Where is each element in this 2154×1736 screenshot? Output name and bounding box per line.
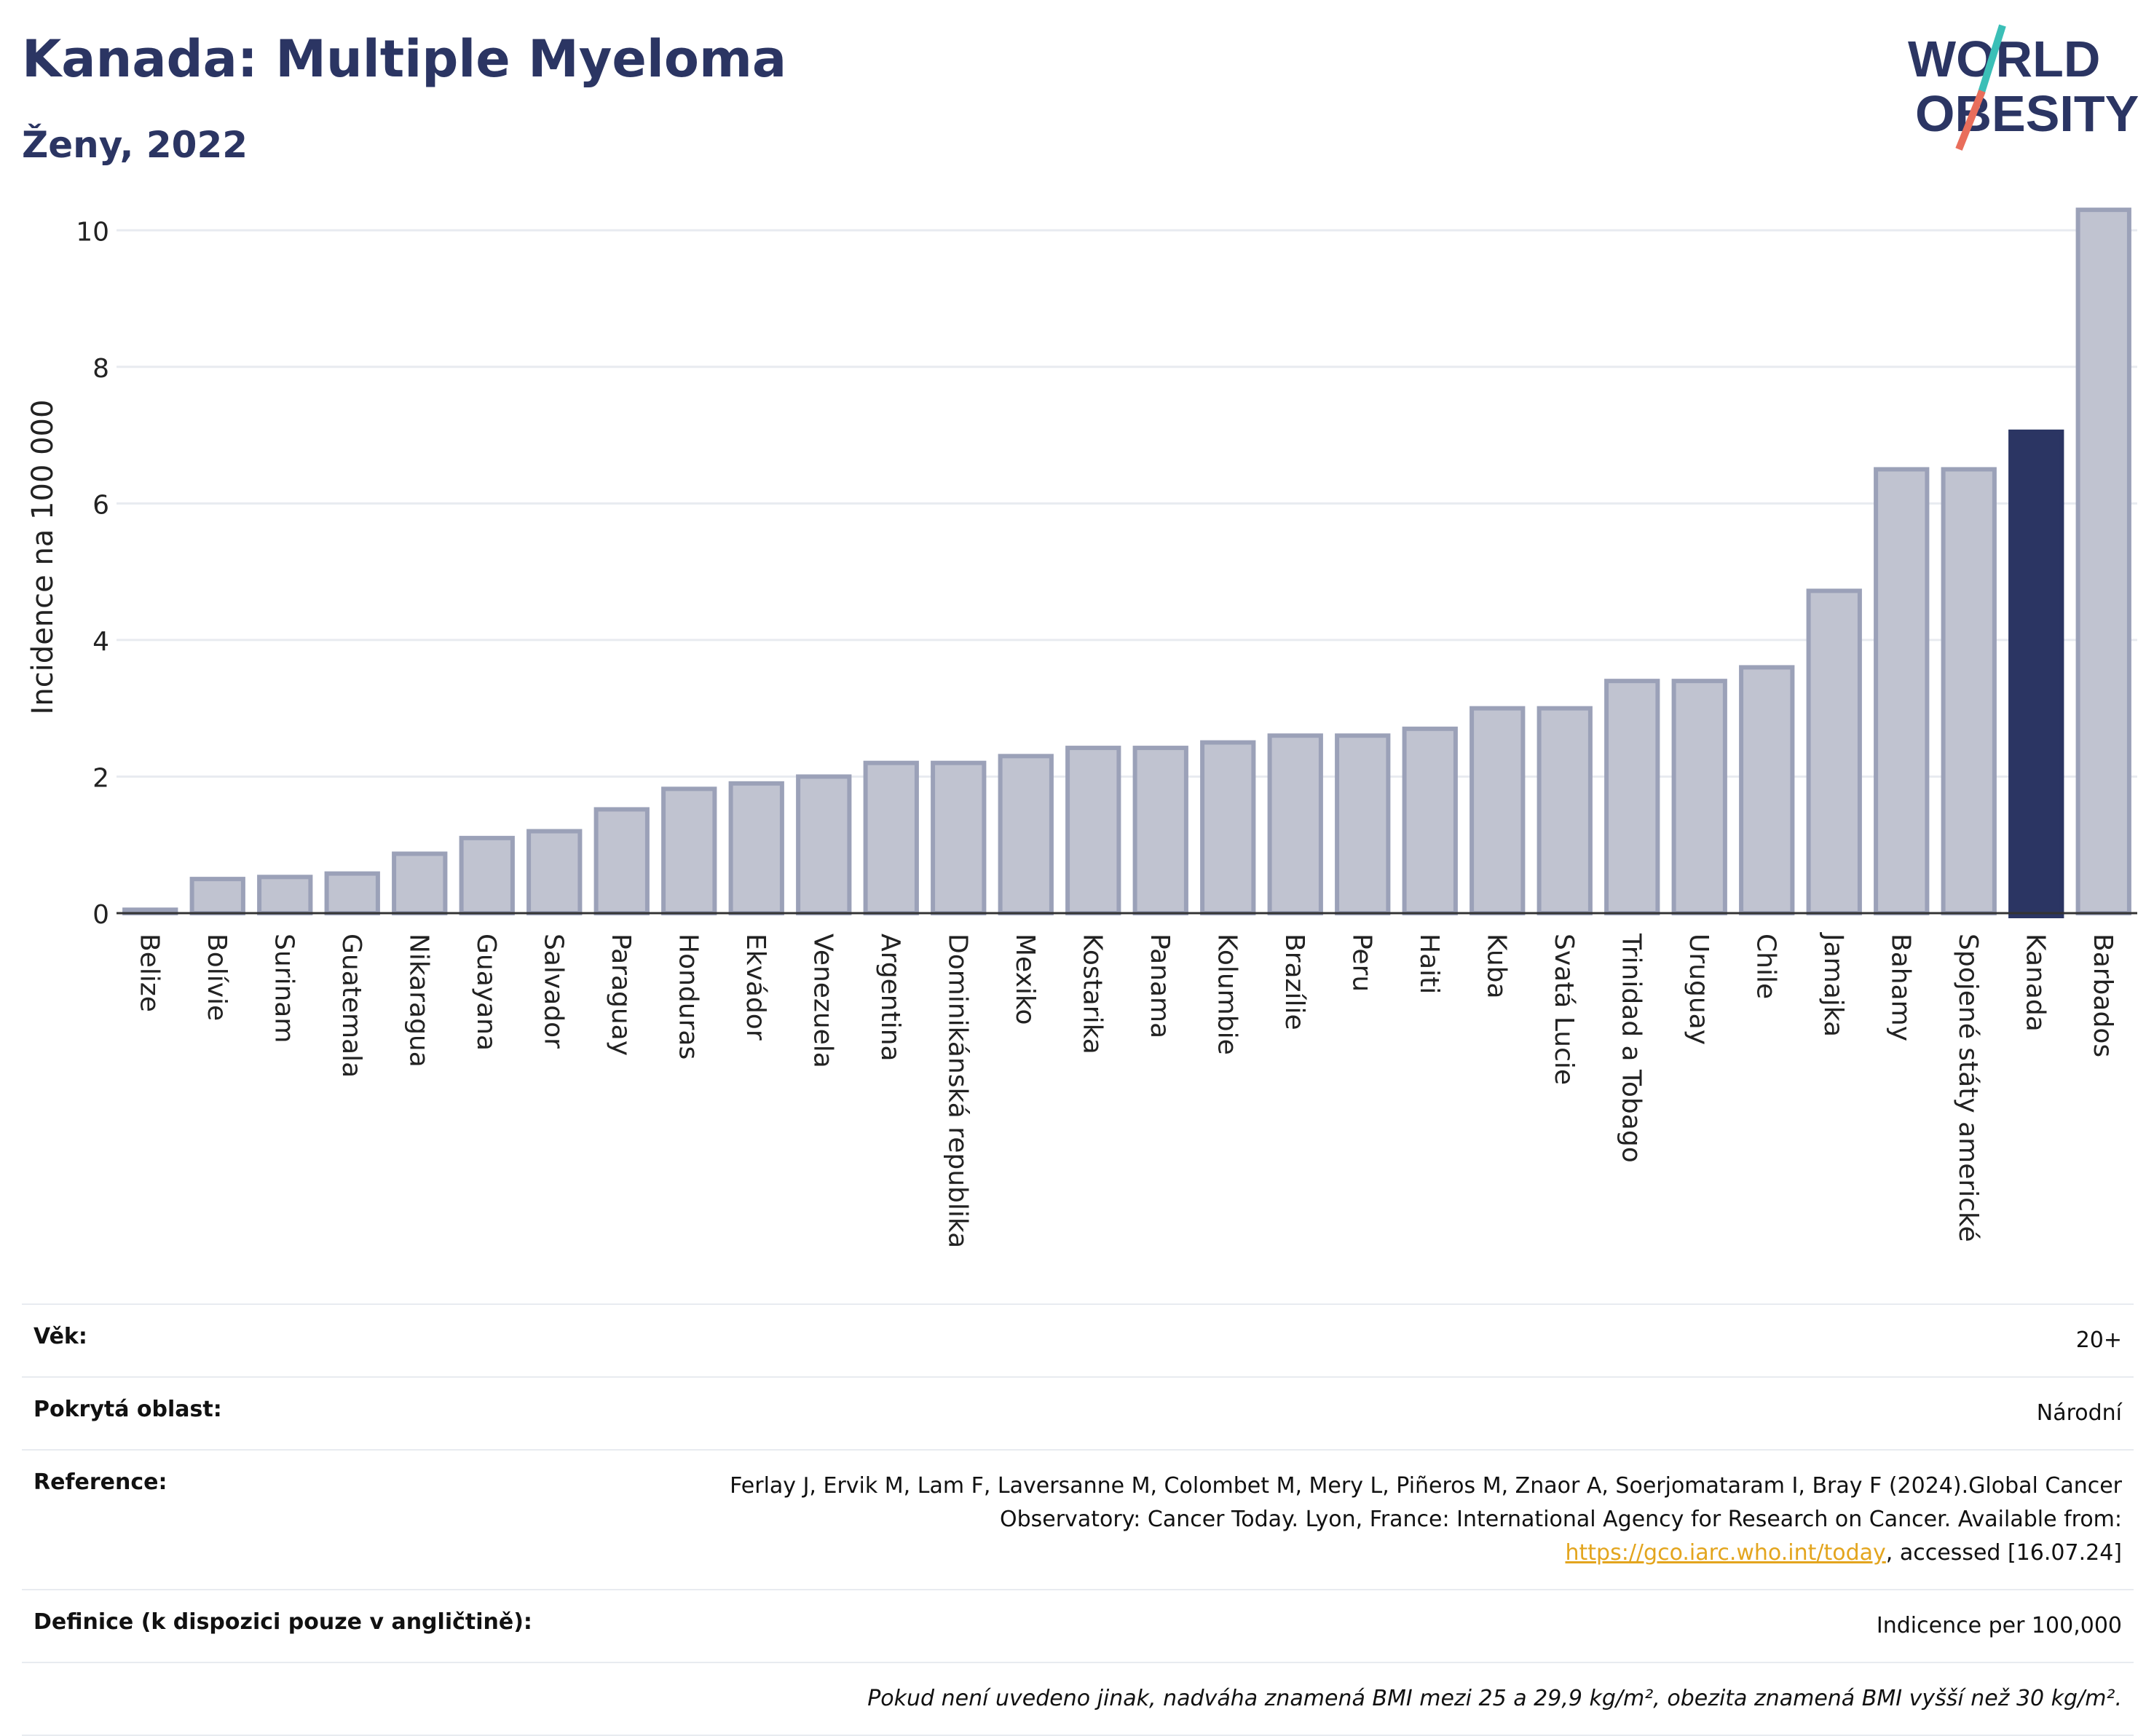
info-table: Věk: 20+ Pokrytá oblast: Národní Referen… [22,1303,2134,1736]
y-axis-label: Incidence na 100 000 [26,400,60,715]
x-tick-label: Uruguay [1684,934,1713,1045]
bar-honduras [661,786,717,915]
bar-surinam [257,875,313,916]
x-tick-label: Spojené státy americké [1953,934,1983,1242]
x-tick-label: Panama [1145,934,1175,1038]
reference-value: Ferlay J, Ervik M, Lam F, Laversanne M, … [701,1449,2134,1590]
x-tick-label: Trinidad a Tobago [1616,933,1646,1163]
info-row-definition: Definice (k dispozici pouze v angličtině… [22,1589,2134,1662]
bar-dominikánská-republika [931,760,987,915]
x-tick-label: Bahamy [1885,934,1915,1041]
bar-paraguay [593,807,650,915]
logo-slash-teal [1977,24,2006,96]
x-tick-label: Kolumbie [1212,934,1242,1055]
info-row-reference: Reference: Ferlay J, Ervik M, Lam F, Lav… [22,1449,2134,1590]
y-tick-label: 4 [92,627,109,657]
x-tick-label: Jamajka [1818,932,1848,1037]
x-tick-label: Barbados [2088,934,2118,1057]
bar-jamajka [1806,588,1862,915]
x-tick-label: Guayana [471,934,501,1051]
bar-guayana [459,835,515,915]
bar-ekvádor [728,781,784,916]
bmi-note: Pokud není uvedeno jinak, nadváha znamen… [701,1662,2134,1736]
area-value: Národní [701,1376,2134,1450]
x-axis-labels: Belize Bolívie Surinam Guatemala Nikaragua Gu… [134,932,2118,1248]
logo-text-obesity: OBESITY [1915,85,2139,142]
x-tick-label: Belize [134,934,164,1012]
age-value: 20+ [701,1303,2134,1377]
bar-spojené-státy-americké [1941,467,1997,915]
x-tick-label: Chile [1751,934,1780,999]
x-tick-label: Mexiko [1010,934,1040,1025]
x-tick-label: Kuba [1481,934,1511,999]
reference-text: Ferlay J, Ervik M, Lam F, Laversanne M, … [730,1473,2122,1532]
bar-bolívie [189,877,245,915]
x-tick-label: Honduras [673,934,703,1060]
y-tick-label: 8 [92,354,109,384]
bar-kostarika [1065,746,1121,915]
x-tick-label: Peru [1346,934,1376,992]
x-tick-label: Dominikánská republika [942,934,972,1248]
bar-bahamy [1874,467,1930,915]
bars [122,208,2131,918]
x-tick-label: Venezuela [808,934,837,1068]
bar-kanada [2008,429,2064,918]
bar-nikaragua [392,851,448,916]
x-tick-label: Kanada [2020,934,2050,1032]
y-axis-ticks: 0 2 4 6 8 10 [76,217,109,930]
logo-text-world: WORLD [1908,31,2100,87]
bar-argentina [863,760,919,915]
y-tick-label: 6 [92,490,109,520]
x-tick-label: Bolívie [202,934,232,1021]
bar-uruguay [1671,679,1727,915]
bar-panama [1132,746,1188,915]
bar-haiti [1402,726,1458,916]
info-row-area: Pokrytá oblast: Národní [22,1376,2134,1450]
reference-accessed: , accessed [16.07.24] [1885,1540,2122,1566]
definition-label: Definice (k dispozici pouze v angličtině… [22,1589,701,1662]
x-tick-label: Brazílie [1279,934,1309,1030]
x-tick-label: Haiti [1414,934,1444,994]
x-tick-label: Salvador [538,934,568,1049]
y-tick-label: 0 [92,900,109,930]
bar-trinidad-a-tobago [1604,679,1660,915]
bar-svatá-lucie [1536,706,1593,915]
x-tick-label: Surinam [269,934,299,1043]
bar-mexiko [998,754,1054,916]
logo-slash-coral [1955,90,1986,151]
y-tick-label: 10 [76,217,109,247]
bar-chile [1739,665,1795,915]
bar-guatemala [324,871,380,916]
area-label: Pokrytá oblast: [22,1376,701,1450]
age-label: Věk: [22,1303,701,1377]
bar-barbados [2075,208,2131,915]
x-tick-label: Argentina [875,934,905,1062]
x-tick-label: Ekvádor [741,934,770,1041]
reference-label: Reference: [22,1449,701,1590]
grid-lines [117,229,2137,778]
definition-value: Indicence per 100,000 [701,1589,2134,1662]
page-title: Kanada: Multiple Myeloma [22,29,787,89]
x-tick-label: Svatá Lucie [1549,934,1579,1085]
bar-kolumbie [1200,740,1256,915]
reference-link[interactable]: https://gco.iarc.who.int/today [1565,1540,1886,1566]
world-obesity-logo: WORLD OBESITY [1908,24,2139,151]
bar-kuba [1469,706,1526,915]
bar-chart: 0 2 4 6 8 10 Belize Bolívie Surinam Guatemala Nik… [26,208,2137,1248]
bar-brazílie [1267,733,1323,915]
info-row-note: Pokud není uvedeno jinak, nadváha znamen… [22,1662,2134,1736]
x-tick-label: Paraguay [606,934,636,1056]
bar-salvador [526,829,583,915]
info-row-age: Věk: 20+ [22,1303,2134,1377]
bar-peru [1335,733,1391,915]
x-tick-label: Kostarika [1077,934,1107,1054]
y-tick-label: 2 [92,763,109,793]
x-tick-label: Nikaragua [403,934,433,1068]
page-subtitle: Ženy, 2022 [22,124,248,166]
x-tick-label: Guatemala [336,934,366,1078]
bar-venezuela [796,774,852,916]
